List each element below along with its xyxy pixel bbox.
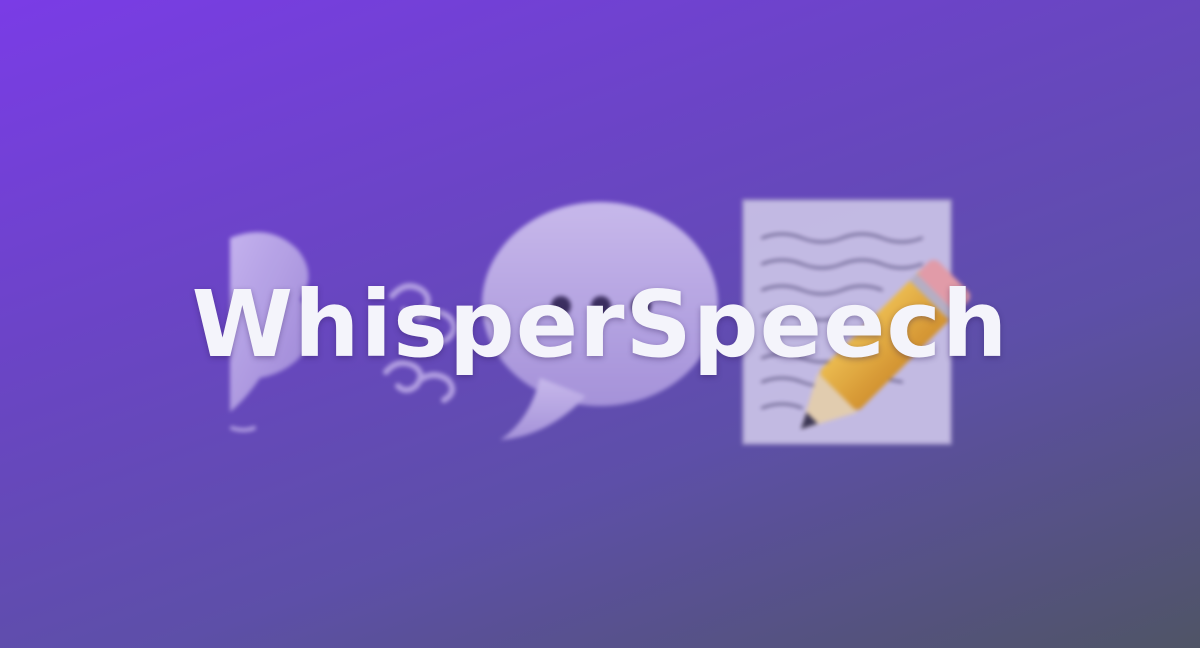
memo-icon xyxy=(742,199,971,445)
page-title: WhisperSpeech xyxy=(191,271,1009,378)
speech-balloon-icon xyxy=(482,202,718,440)
wind-face-icon xyxy=(230,232,458,432)
